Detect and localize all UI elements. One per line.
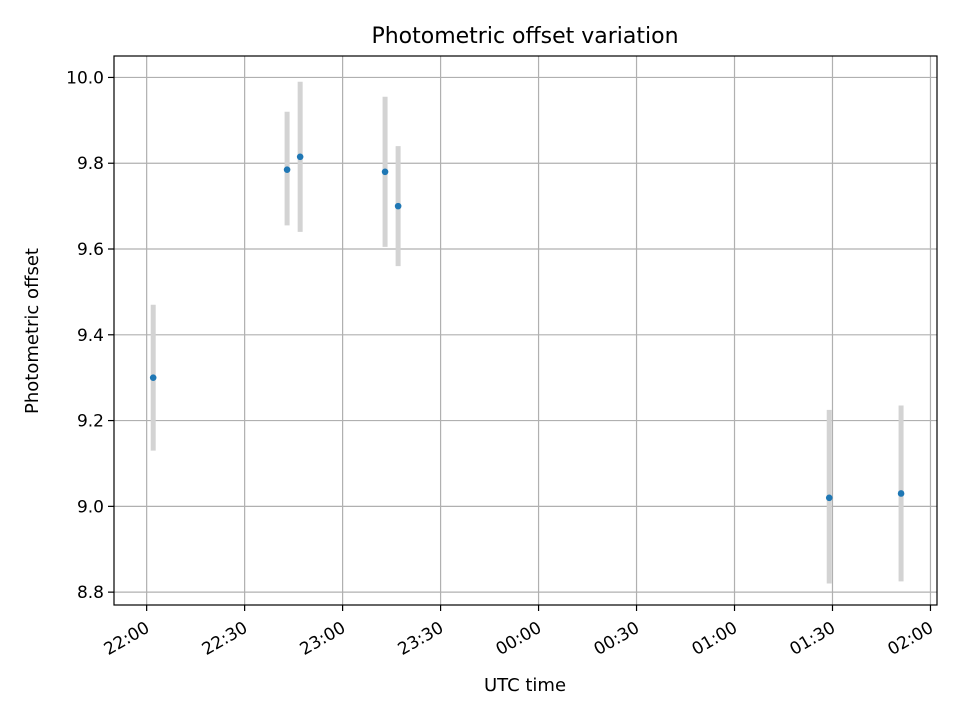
data-point xyxy=(394,202,402,210)
y-tick-label: 10.0 xyxy=(66,68,104,88)
y-tick-label: 8.8 xyxy=(77,583,104,603)
x-tick-label: 02:00 xyxy=(885,618,937,660)
error-bars xyxy=(150,81,904,584)
data-points xyxy=(149,153,905,502)
y-tick-label: 9.4 xyxy=(77,326,104,346)
data-point xyxy=(897,490,905,497)
data-point xyxy=(381,168,389,176)
data-point xyxy=(296,153,304,161)
y-tick-label: 9.8 xyxy=(77,154,104,174)
x-tick-label: 22:00 xyxy=(101,618,153,660)
x-axis-label: UTC time xyxy=(484,675,566,696)
y-tick-label: 9.6 xyxy=(77,240,104,260)
data-point xyxy=(825,494,833,502)
grid xyxy=(114,56,937,605)
y-axis-ticks: 8.8 9.0 9.2 9.4 9.6 9.8 10.0 xyxy=(66,68,114,603)
plot-frame xyxy=(113,55,938,606)
y-axis-label: Photometric offset xyxy=(22,248,43,414)
x-tick-label: 00:30 xyxy=(591,618,643,660)
x-tick-label: 22:30 xyxy=(199,618,251,660)
y-tick-label: 9.2 xyxy=(77,412,104,432)
data-point xyxy=(283,166,291,173)
x-axis-ticks: 22:00 22:30 23:00 23:30 00:00 00:30 01:00 01:30… xyxy=(101,605,937,660)
data-point xyxy=(149,374,157,381)
x-tick-label: 01:00 xyxy=(689,618,741,660)
y-tick-label: 9.0 xyxy=(77,497,104,517)
x-tick-label: 23:30 xyxy=(395,618,447,660)
chart-title: Photometric offset variation xyxy=(371,24,678,49)
x-tick-label: 01:30 xyxy=(787,618,839,660)
x-tick-label: 23:00 xyxy=(297,618,349,660)
x-tick-label: 00:00 xyxy=(493,618,545,660)
